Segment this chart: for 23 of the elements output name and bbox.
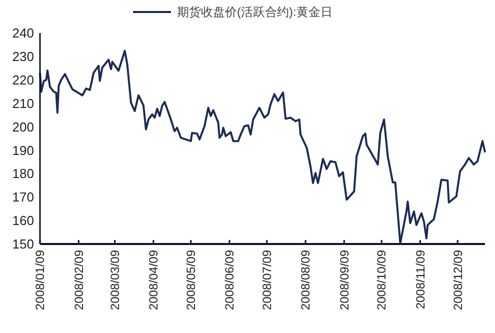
x-tick-label: 2008/02/09 [72, 250, 86, 310]
y-tick-label: 210 [12, 96, 34, 111]
legend-label: 期货收盘价(活跃合约):黄金日 [177, 5, 332, 20]
x-tick-label: 2008/10/09 [374, 250, 389, 310]
x-tick-label: 2008/03/09 [108, 250, 122, 310]
x-tick-label: 2008/06/09 [222, 250, 237, 310]
x-tick-label: 2008/09/09 [337, 250, 352, 310]
y-tick-label: 200 [12, 119, 34, 134]
y-tick-label: 220 [12, 72, 34, 88]
y-tick-label: 160 [12, 213, 34, 228]
x-tick-label: 2008/12/09 [450, 250, 465, 310]
y-tick-label: 170 [12, 190, 34, 205]
y-tick-label: 230 [12, 48, 34, 64]
y-tick-label: 240 [12, 26, 34, 41]
x-tick-label: 2008/01/09 [33, 250, 48, 310]
x-tick-label: 2008/11/09 [413, 250, 428, 310]
x-tick-label: 2008/05/09 [184, 250, 198, 310]
x-tick-label: 2008/04/09 [146, 250, 161, 310]
y-tick-label: 180 [12, 166, 34, 182]
y-tick-label: 150 [12, 236, 34, 252]
x-tick-label: 2008/07/09 [260, 250, 274, 310]
x-tick-label: 2008/08/09 [298, 250, 313, 310]
y-tick-label: 190 [12, 142, 34, 158]
